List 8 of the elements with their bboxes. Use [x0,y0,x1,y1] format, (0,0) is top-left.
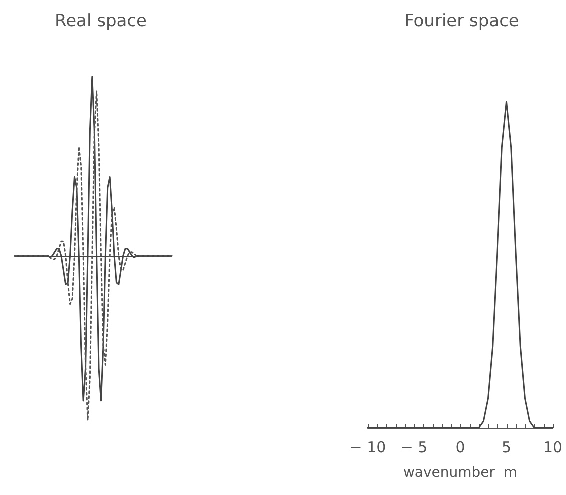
x-tick-label: 5 [502,438,512,456]
x-tick-label: 10 [543,438,563,456]
x-tick-label: 0 [456,438,466,456]
x-tick-label: − 5 [400,438,428,456]
x-axis-title: wavenumber m [403,465,518,481]
chart-title: Real space [55,12,147,32]
chart-title: Fourier space [404,12,520,32]
x-tick-label: − 10 [350,438,386,456]
